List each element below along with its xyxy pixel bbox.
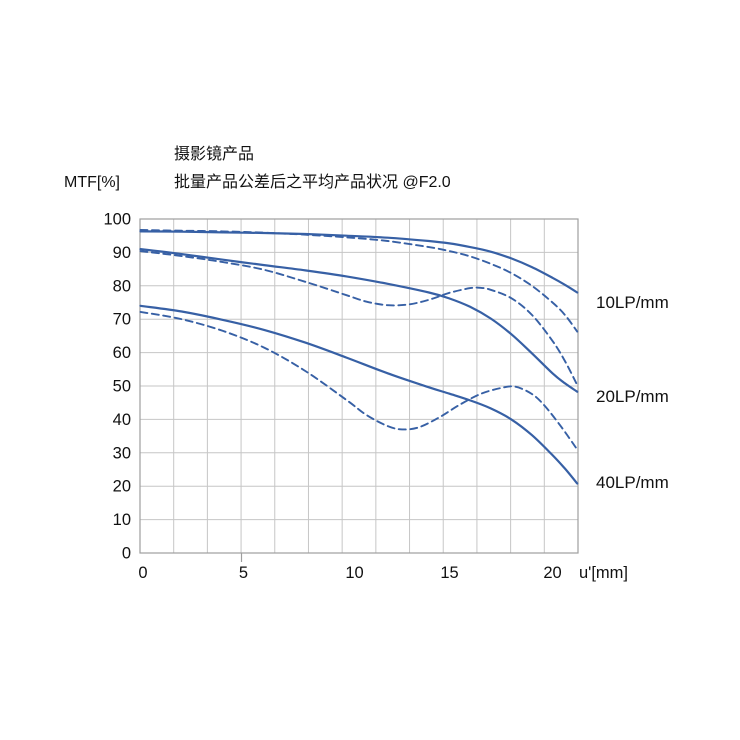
curve-10lp-mm-solid	[139, 230, 579, 294]
chart-title: 摄影镜产品	[174, 146, 255, 163]
x-tick-label: 5	[239, 564, 248, 582]
grid-lines	[140, 219, 578, 553]
y-tick-label: 40	[113, 411, 131, 429]
y-axis-unit-label: MTF[%]	[64, 174, 120, 191]
y-tick-labels: 0 10 20 30 40 50 60 70 80 90 100	[103, 211, 131, 563]
plot-border	[139, 218, 579, 554]
y-tick-label: 10	[113, 511, 131, 529]
y-tick-label: 70	[113, 311, 131, 329]
x-tick-label: 15	[440, 564, 458, 582]
x-tick-labels: 0 5 10 15 20	[138, 564, 561, 582]
y-tick-label: 60	[113, 344, 131, 362]
curve-40lp-mm-dashed	[139, 310, 579, 451]
chart-subtitle: 批量产品公差后之平均产品状况 @F2.0	[174, 174, 451, 191]
curve-40lp-mm-solid	[139, 304, 579, 485]
x-tick-label: 0	[138, 564, 147, 582]
series-label-40lp: 40LP/mm	[596, 473, 669, 492]
curve-20lp-mm-dashed	[139, 250, 579, 386]
series-label-20lp: 20LP/mm	[596, 387, 669, 406]
y-tick-label: 20	[113, 478, 131, 496]
y-tick-label: 0	[122, 545, 131, 563]
y-tick-label: 80	[113, 277, 131, 295]
y-tick-label: 100	[103, 211, 131, 229]
curve-20lp-mm-solid	[139, 248, 579, 393]
y-tick-label: 90	[113, 244, 131, 262]
y-tick-label: 30	[113, 444, 131, 462]
x-axis-unit-label: u'[mm]	[579, 564, 628, 582]
mtf-curves	[139, 229, 579, 485]
x-tick-label: 10	[345, 564, 363, 582]
series-label-10lp: 10LP/mm	[596, 293, 669, 312]
x-tick-label: 20	[543, 564, 561, 582]
y-tick-label: 50	[113, 378, 131, 396]
curve-10lp-mm-dashed	[139, 229, 579, 333]
